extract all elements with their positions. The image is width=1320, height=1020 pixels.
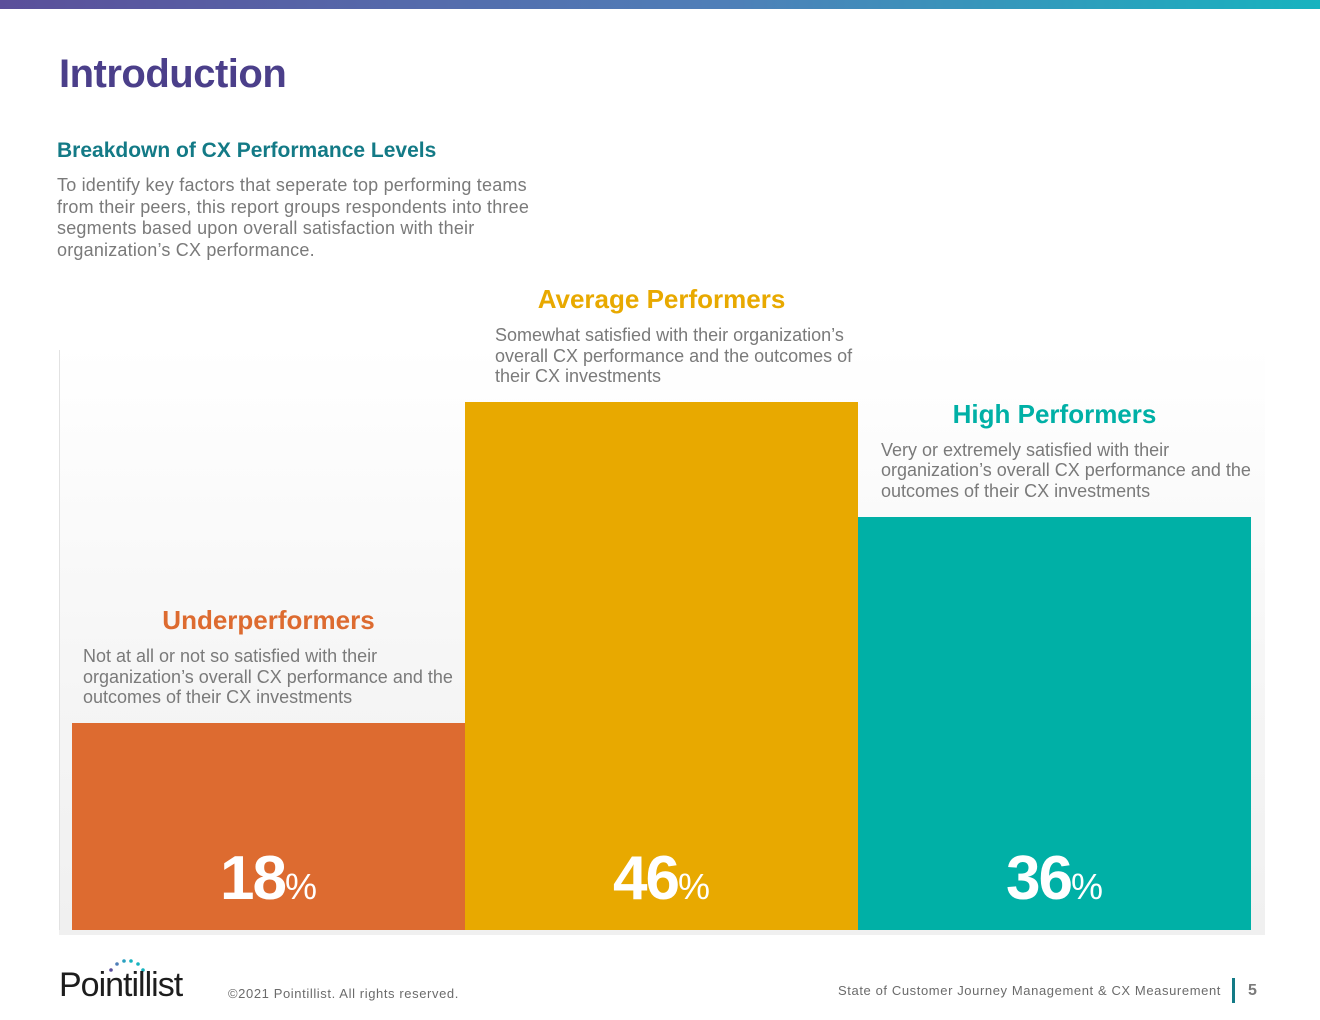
bar-value-underperformers: 18% — [72, 843, 465, 914]
footer-divider — [1232, 978, 1235, 1003]
page-title: Introduction — [59, 52, 287, 96]
segment-name-average-performers: Average Performers — [537, 284, 786, 314]
copyright-text: ©2021 Pointillist. All rights reserved. — [228, 986, 459, 1001]
value-number: 36 — [1006, 843, 1073, 913]
chart-axis — [59, 350, 60, 930]
intro-text: To identify key factors that seperate to… — [57, 175, 530, 260]
segment-desc-underperformers: Not at all or not so satisfied with thei… — [83, 646, 453, 708]
segment-desc-average-performers: Somewhat satisfied with their organizati… — [495, 325, 853, 386]
percent-sign: % — [284, 865, 317, 907]
bar-value-high-performers: 36% — [858, 843, 1251, 914]
logo-dots-icon — [109, 959, 145, 972]
page-number: 5 — [1248, 982, 1257, 999]
segment-name-high-performers: High Performers — [952, 398, 1157, 429]
section-title: Breakdown of CX Performance Levels — [57, 139, 437, 162]
value-number: 46 — [613, 844, 680, 913]
bar-average-performers: 46% — [465, 402, 858, 930]
report-title: State of Customer Journey Management & C… — [838, 983, 1221, 998]
pointillist-logo: Pointillist — [59, 958, 209, 1006]
top-gradient-bar — [0, 0, 1320, 9]
segment-desc-high-performers: Very or extremely satisfied with their o… — [881, 439, 1251, 501]
segment-name-underperformers: Underperformers — [162, 605, 375, 636]
bar-high-performers: 36% — [858, 516, 1251, 930]
bar-underperformers: 18% — [72, 723, 465, 930]
value-number: 18 — [220, 843, 287, 913]
logo-text: Pointillist — [59, 966, 183, 1004]
percent-sign: % — [1070, 865, 1103, 907]
percent-sign: % — [677, 866, 710, 907]
bar-value-average-performers: 46% — [465, 843, 858, 914]
